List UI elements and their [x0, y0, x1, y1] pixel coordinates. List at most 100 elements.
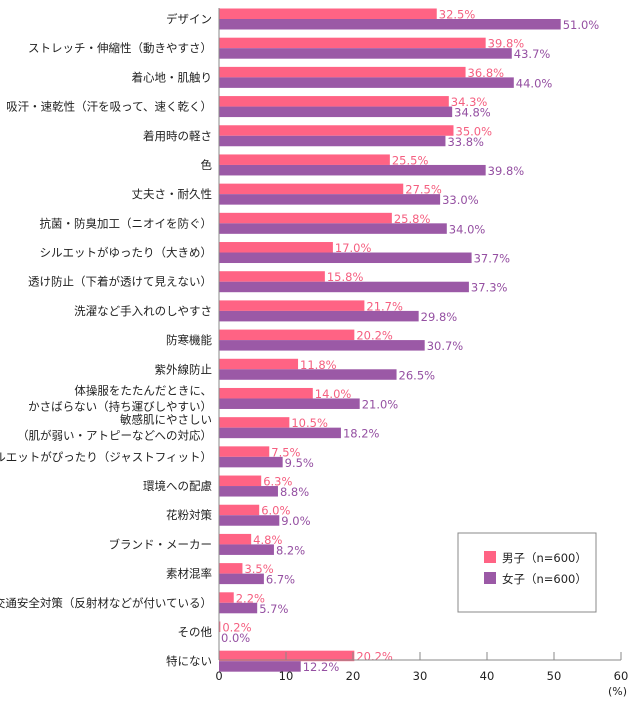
data-label: 15.8%	[327, 270, 364, 284]
bar-male	[219, 446, 270, 457]
data-label: 9.5%	[285, 456, 314, 470]
data-label: 8.2%	[276, 543, 305, 557]
data-label: 44.0%	[516, 76, 553, 90]
x-tick-label: 10	[279, 669, 294, 683]
category-label: 紫外線防止	[155, 362, 213, 376]
bar-male	[219, 66, 466, 78]
data-label: 43.7%	[514, 47, 551, 61]
bar-female	[219, 661, 301, 672]
x-tick-label: 40	[480, 669, 495, 683]
data-label: 33.0%	[442, 193, 479, 207]
legend	[457, 532, 597, 613]
bar-female	[219, 515, 280, 526]
x-tick-label: 20	[346, 669, 361, 683]
bar-male	[219, 417, 290, 428]
data-label: 6.0%	[261, 504, 290, 518]
category-label: 特にない	[166, 654, 212, 668]
bar-female	[219, 19, 561, 30]
data-label: 29.8%	[421, 310, 458, 324]
data-label: 25.8%	[394, 212, 431, 226]
bar-male	[219, 650, 355, 662]
bar-female	[219, 106, 453, 118]
data-label: 20.2%	[356, 650, 393, 664]
x-tick-label: 30	[413, 669, 428, 683]
category-label: シルエットがゆったり（大きめ）	[40, 246, 213, 260]
data-label: 32.5%	[439, 8, 476, 22]
data-label: 2.2%	[236, 591, 265, 605]
data-label: 34.0%	[449, 222, 486, 236]
bar-male	[219, 533, 252, 545]
data-label: 8.8%	[280, 485, 309, 499]
category-label: 吸汗・速乾性（汗を吸って、速く乾く）	[6, 100, 212, 114]
x-tick-label: 0	[215, 669, 222, 683]
category-label: 透け防止（下着が透けて見えない）	[28, 275, 212, 289]
data-label: 6.7%	[266, 573, 295, 587]
data-label: 36.8%	[468, 66, 505, 80]
category-label: （肌が弱い・アトピーなどへの対応）	[17, 429, 212, 443]
category-label: その他	[178, 625, 213, 639]
bar-female	[219, 573, 264, 585]
data-label: 37.3%	[471, 281, 508, 295]
bar-female	[219, 77, 514, 88]
data-label: 17.0%	[335, 241, 372, 255]
data-label: 20.2%	[356, 329, 393, 343]
bar-female	[219, 223, 447, 234]
category-label: 洗濯など手入れのしやすさ	[74, 304, 212, 318]
bar-male	[219, 8, 437, 19]
category-label: 抗菌・防臭加工（ニオイを防ぐ）	[40, 216, 213, 230]
data-label: 0.2%	[222, 620, 251, 634]
category-label: 色	[201, 158, 213, 172]
bar-male	[219, 300, 365, 311]
data-label: 39.8%	[488, 37, 525, 51]
bar-female	[219, 164, 486, 176]
data-label: 27.5%	[405, 183, 442, 197]
bar-female	[219, 398, 360, 409]
bar-female	[219, 544, 274, 555]
category-label: ブランド・メーカー	[109, 537, 213, 551]
bar-male	[219, 37, 486, 49]
bar-male	[219, 271, 325, 282]
bar-male	[219, 387, 313, 399]
category-label: 環境への配慮	[143, 479, 212, 493]
data-label: 37.7%	[474, 252, 511, 266]
data-label: 35.0%	[456, 124, 493, 138]
data-label: 33.8%	[447, 135, 484, 149]
data-label: 0.0%	[221, 631, 250, 645]
category-label: 丈夫さ・耐久性	[132, 187, 213, 201]
x-tick-label: 60	[614, 669, 629, 683]
bar-male	[219, 504, 260, 516]
bar-male	[219, 154, 390, 165]
data-label: 26.5%	[399, 368, 436, 382]
data-label: 34.3%	[451, 95, 488, 109]
bar-female	[219, 486, 278, 497]
data-label: 18.2%	[343, 427, 380, 441]
bar-male	[219, 592, 234, 603]
bar-female	[219, 194, 441, 205]
bar-female	[219, 135, 446, 147]
bar-male	[219, 563, 243, 574]
legend-swatch	[484, 551, 496, 563]
bar-female	[219, 48, 512, 59]
bar-female	[219, 602, 258, 614]
category-label: 体操服をたたんだときに、	[74, 383, 212, 397]
bar-female	[219, 427, 341, 439]
data-label: 34.8%	[454, 106, 491, 120]
data-label: 12.2%	[303, 660, 340, 674]
category-label: 敏感肌にやさしい	[120, 413, 212, 427]
data-label: 7.5%	[271, 445, 300, 459]
data-label: 3.5%	[244, 562, 273, 576]
category-label: 着心地・肌触り	[132, 70, 213, 84]
bar-female	[219, 369, 397, 380]
data-label: 21.7%	[366, 299, 403, 313]
data-label: 21.0%	[362, 397, 399, 411]
category-label: 防寒機能	[166, 333, 212, 347]
data-label: 4.8%	[253, 533, 282, 547]
bar-male	[219, 329, 355, 341]
x-tick-label: 50	[547, 669, 562, 683]
category-label: デザイン	[166, 12, 212, 26]
legend-label: 女子（n=600）	[502, 572, 587, 586]
bar-female	[219, 310, 419, 322]
legend-swatch	[484, 572, 496, 584]
bar-female	[219, 252, 472, 264]
